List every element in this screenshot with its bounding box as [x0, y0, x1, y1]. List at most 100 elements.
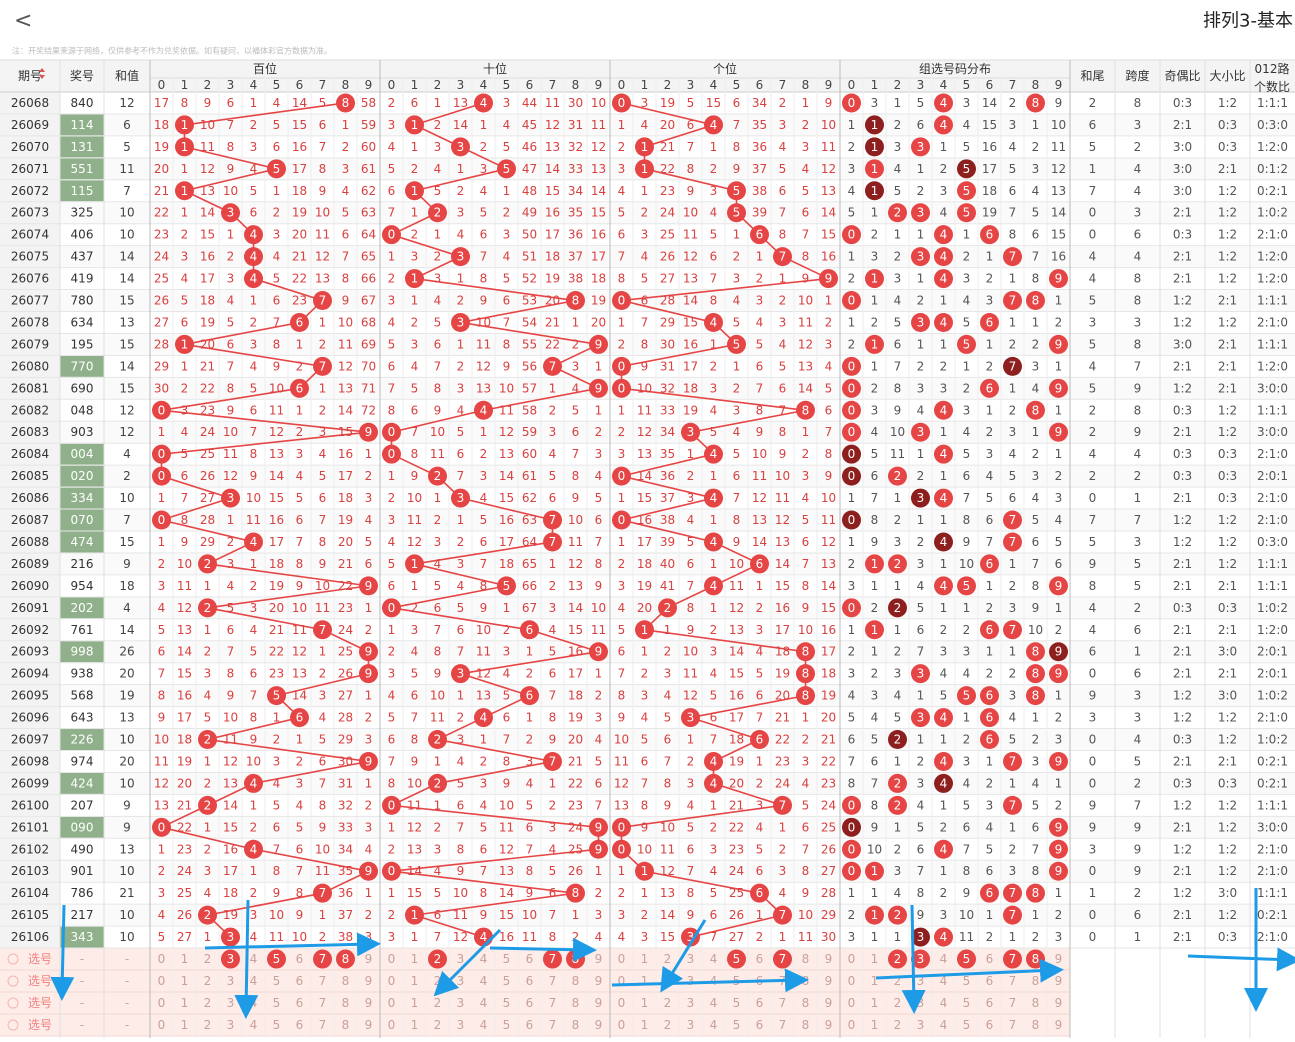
- select-digit[interactable]: 5: [503, 1018, 511, 1032]
- select-digit[interactable]: 1: [411, 952, 419, 966]
- select-digit[interactable]: 5: [733, 952, 741, 966]
- select-digit[interactable]: 8: [342, 996, 350, 1010]
- select-digit[interactable]: 1: [181, 996, 189, 1010]
- select-digit[interactable]: 1: [871, 1018, 879, 1032]
- select-digit[interactable]: 0: [158, 952, 166, 966]
- select-digit[interactable]: 2: [204, 1018, 212, 1032]
- select-digit[interactable]: 2: [664, 996, 672, 1010]
- select-digit[interactable]: 6: [296, 952, 304, 966]
- select-digit[interactable]: 9: [825, 1018, 833, 1032]
- select-digit[interactable]: 8: [1032, 996, 1040, 1010]
- select-digit[interactable]: 9: [365, 1018, 373, 1032]
- select-digit[interactable]: 4: [250, 1018, 258, 1032]
- select-digit[interactable]: 9: [1055, 996, 1063, 1010]
- select-digit[interactable]: 0: [388, 996, 396, 1010]
- select-digit[interactable]: 2: [664, 1018, 672, 1032]
- select-digit[interactable]: 9: [825, 974, 833, 988]
- select-digit[interactable]: 2: [434, 1018, 442, 1032]
- select-digit[interactable]: 5: [963, 996, 971, 1010]
- select-digit[interactable]: 4: [940, 1018, 948, 1032]
- select-digit[interactable]: 1: [411, 996, 419, 1010]
- select-digit[interactable]: 4: [710, 1018, 718, 1032]
- select-digit[interactable]: 8: [572, 1018, 580, 1032]
- select-digit[interactable]: 0: [158, 996, 166, 1010]
- select-digit[interactable]: 6: [526, 974, 534, 988]
- select-digit[interactable]: 6: [526, 996, 534, 1010]
- select-digit[interactable]: 0: [158, 1018, 166, 1032]
- select-digit[interactable]: 2: [434, 996, 442, 1010]
- select-digit[interactable]: 3: [917, 952, 925, 966]
- select-digit[interactable]: 8: [1032, 1018, 1040, 1032]
- select-digit[interactable]: 7: [1009, 974, 1017, 988]
- select-digit[interactable]: 6: [756, 952, 764, 966]
- select-digit[interactable]: 8: [572, 952, 580, 966]
- select-digit[interactable]: 1: [181, 1018, 189, 1032]
- select-digit[interactable]: 3: [227, 974, 235, 988]
- select-digit[interactable]: 7: [549, 996, 557, 1010]
- select-digit[interactable]: 2: [434, 974, 442, 988]
- select-digit[interactable]: 3: [457, 974, 465, 988]
- select-digit[interactable]: 7: [549, 974, 557, 988]
- select-digit[interactable]: 8: [572, 974, 580, 988]
- select-digit[interactable]: 6: [756, 996, 764, 1010]
- select-digit[interactable]: 7: [1009, 1018, 1017, 1032]
- select-digit[interactable]: 3: [917, 1018, 925, 1032]
- select-digit[interactable]: 5: [273, 952, 281, 966]
- select-digit[interactable]: 8: [342, 1018, 350, 1032]
- select-digit[interactable]: 2: [894, 1018, 902, 1032]
- select-digit[interactable]: 3: [687, 952, 695, 966]
- select-digit[interactable]: 3: [457, 996, 465, 1010]
- select-digit[interactable]: 8: [802, 952, 810, 966]
- select-digit[interactable]: 2: [664, 952, 672, 966]
- select-digit[interactable]: 8: [1032, 952, 1040, 966]
- select-digit[interactable]: 7: [319, 1018, 327, 1032]
- select-digit[interactable]: 4: [480, 952, 488, 966]
- select-digit[interactable]: 0: [848, 1018, 856, 1032]
- select-digit[interactable]: 3: [457, 1018, 465, 1032]
- select-digit[interactable]: 6: [296, 1018, 304, 1032]
- select-digit[interactable]: 7: [549, 952, 557, 966]
- select-digit[interactable]: 1: [641, 952, 649, 966]
- select-digit[interactable]: 3: [917, 996, 925, 1010]
- select-digit[interactable]: 4: [480, 974, 488, 988]
- select-digit[interactable]: 5: [963, 974, 971, 988]
- select-digit[interactable]: 6: [526, 1018, 534, 1032]
- select-digit[interactable]: 8: [802, 1018, 810, 1032]
- select-digit[interactable]: 5: [733, 996, 741, 1010]
- select-digit[interactable]: 6: [756, 1018, 764, 1032]
- select-digit[interactable]: 8: [342, 952, 350, 966]
- select-digit[interactable]: 0: [618, 952, 626, 966]
- select-digit[interactable]: 0: [388, 952, 396, 966]
- select-digit[interactable]: 1: [871, 952, 879, 966]
- select-digit[interactable]: 0: [618, 1018, 626, 1032]
- select-digit[interactable]: 4: [710, 952, 718, 966]
- select-digit[interactable]: 1: [411, 1018, 419, 1032]
- select-digit[interactable]: 9: [365, 952, 373, 966]
- select-digit[interactable]: 9: [1055, 952, 1063, 966]
- select-digit[interactable]: 0: [848, 996, 856, 1010]
- select-digit[interactable]: 4: [940, 952, 948, 966]
- select-digit[interactable]: 4: [250, 974, 258, 988]
- select-digit[interactable]: 5: [273, 996, 281, 1010]
- select-digit[interactable]: 1: [641, 1018, 649, 1032]
- sort-icon[interactable]: [39, 68, 45, 79]
- select-digit[interactable]: 8: [802, 974, 810, 988]
- select-digit[interactable]: 1: [181, 952, 189, 966]
- select-digit[interactable]: 3: [227, 1018, 235, 1032]
- select-digit[interactable]: 1: [871, 996, 879, 1010]
- select-digit[interactable]: 4: [250, 952, 258, 966]
- select-digit[interactable]: 9: [595, 996, 603, 1010]
- select-digit[interactable]: 9: [595, 974, 603, 988]
- back-button[interactable]: <: [14, 9, 32, 34]
- select-digit[interactable]: 5: [273, 1018, 281, 1032]
- select-digit[interactable]: 3: [687, 974, 695, 988]
- select-digit[interactable]: 8: [572, 996, 580, 1010]
- select-digit[interactable]: 6: [986, 996, 994, 1010]
- select-digit[interactable]: 8: [1032, 974, 1040, 988]
- select-digit[interactable]: 8: [802, 996, 810, 1010]
- select-digit[interactable]: 5: [963, 1018, 971, 1032]
- select-digit[interactable]: 5: [273, 974, 281, 988]
- select-digit[interactable]: 9: [825, 996, 833, 1010]
- select-digit[interactable]: 2: [204, 996, 212, 1010]
- select-digit[interactable]: 9: [365, 974, 373, 988]
